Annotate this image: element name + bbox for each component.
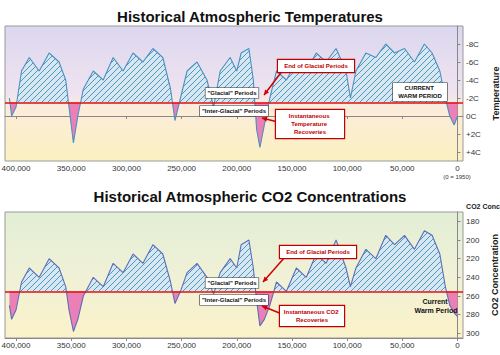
svg-text:350,000: 350,000 xyxy=(57,341,86,350)
svg-text:300,000: 300,000 xyxy=(112,164,141,173)
svg-text:400,000: 400,000 xyxy=(2,341,31,350)
svg-text:+4C: +4C xyxy=(466,148,481,157)
svg-text:0: 0 xyxy=(455,341,460,350)
svg-text:-4C: -4C xyxy=(466,76,479,85)
svg-text:200: 200 xyxy=(466,236,480,245)
svg-text:50,000: 50,000 xyxy=(390,341,415,350)
svg-text:Historical Atmospheric CO2 Con: Historical Atmospheric CO2 Concentration… xyxy=(94,188,407,205)
svg-text:300,000: 300,000 xyxy=(112,341,141,350)
svg-text:200,000: 200,000 xyxy=(222,164,251,173)
svg-text:Temperature: Temperature xyxy=(291,121,329,127)
svg-text:CO2 Conc.: CO2 Conc. xyxy=(466,203,500,210)
svg-text:220: 220 xyxy=(466,254,480,263)
svg-text:100,000: 100,000 xyxy=(333,164,362,173)
svg-text:0C: 0C xyxy=(466,112,476,121)
svg-text:350,000: 350,000 xyxy=(57,164,86,173)
svg-text:(0 = 1950): (0 = 1950) xyxy=(443,174,471,180)
svg-text:Historical Atmospheric Tempera: Historical Atmospheric Temperatures xyxy=(117,8,383,25)
svg-text:"Inter-Glacial" Periods: "Inter-Glacial" Periods xyxy=(202,297,267,303)
svg-text:100,000: 100,000 xyxy=(333,341,362,350)
svg-text:Warm Period: Warm Period xyxy=(415,307,458,314)
svg-text:-8C: -8C xyxy=(466,40,479,49)
svg-text:-2C: -2C xyxy=(466,94,479,103)
svg-text:150,000: 150,000 xyxy=(277,341,306,350)
svg-text:"Glacial" Periods: "Glacial" Periods xyxy=(207,90,257,96)
svg-text:400,000: 400,000 xyxy=(2,164,31,173)
svg-text:280: 280 xyxy=(466,310,480,319)
svg-text:150,000: 150,000 xyxy=(277,164,306,173)
svg-text:Current: Current xyxy=(422,298,449,305)
svg-text:Temperature: Temperature xyxy=(491,67,500,121)
svg-text:End of Glacial Periods: End of Glacial Periods xyxy=(286,249,350,255)
svg-text:-6C: -6C xyxy=(466,58,479,67)
svg-text:250,000: 250,000 xyxy=(167,341,196,350)
svg-text:240: 240 xyxy=(466,273,480,282)
svg-text:Recoveries: Recoveries xyxy=(294,129,327,135)
svg-text:CURRENT: CURRENT xyxy=(405,85,436,91)
svg-text:200,000: 200,000 xyxy=(222,341,251,350)
svg-text:300: 300 xyxy=(466,329,480,338)
svg-text:250,000: 250,000 xyxy=(167,164,196,173)
svg-text:180: 180 xyxy=(466,217,480,226)
svg-text:260: 260 xyxy=(466,292,480,301)
svg-text:50,000: 50,000 xyxy=(390,164,415,173)
svg-text:End of Glacial Periods: End of Glacial Periods xyxy=(284,63,348,69)
svg-text:"Inter-Glacial" Periods: "Inter-Glacial" Periods xyxy=(202,108,267,114)
svg-text:+2C: +2C xyxy=(466,130,481,139)
svg-text:0: 0 xyxy=(455,164,460,173)
svg-text:Instantaneous: Instantaneous xyxy=(289,113,331,119)
svg-text:"Glacial" Periods: "Glacial" Periods xyxy=(207,280,257,286)
svg-text:CO2 Concentration: CO2 Concentration xyxy=(490,234,500,316)
svg-text:WARM PERIOD: WARM PERIOD xyxy=(398,93,442,99)
svg-text:Recoveries: Recoveries xyxy=(296,317,329,323)
svg-text:Instantaneous CO2: Instantaneous CO2 xyxy=(284,309,340,315)
